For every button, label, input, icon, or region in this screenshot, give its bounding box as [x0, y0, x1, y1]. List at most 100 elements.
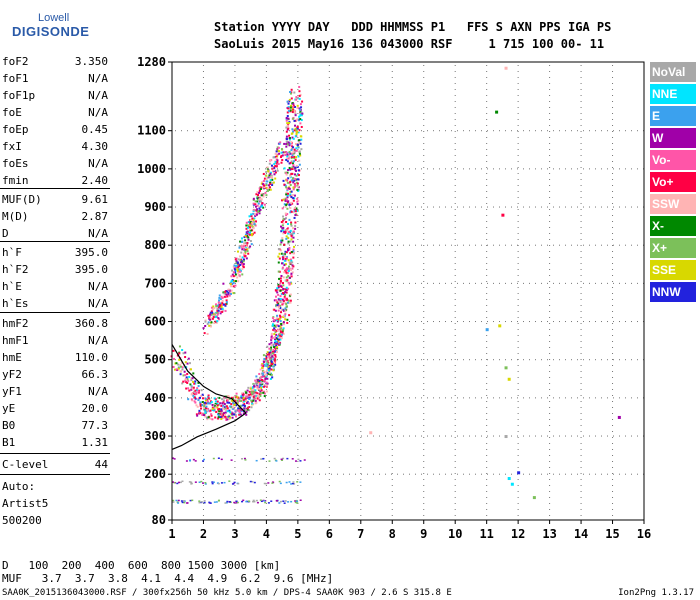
grid-dot — [423, 473, 425, 474]
grid-dot — [517, 149, 519, 150]
echo-point — [249, 386, 252, 389]
grid-dot — [612, 473, 614, 474]
echo-point — [223, 303, 226, 306]
echo-point — [292, 152, 295, 155]
grid-dot — [595, 397, 596, 399]
echo-point — [290, 156, 293, 159]
grid-dot — [549, 65, 551, 66]
echo-point — [238, 398, 241, 401]
grid-dot — [454, 503, 456, 504]
echo-point — [298, 97, 301, 100]
grid-dot — [439, 359, 440, 361]
echo-point — [276, 159, 279, 162]
grid-dot — [205, 168, 206, 170]
grid-dot — [637, 282, 638, 284]
grid-dot — [234, 305, 236, 306]
echo-point — [235, 392, 238, 395]
grid-dot — [423, 161, 425, 162]
grid-dot — [475, 397, 476, 399]
echo-point — [284, 263, 287, 266]
grid-dot — [403, 473, 404, 475]
echo-point — [219, 410, 222, 413]
echo-point — [175, 368, 178, 371]
echo-point — [285, 302, 288, 305]
echo-point — [226, 295, 229, 298]
echo-point — [292, 197, 295, 200]
echo-point — [207, 321, 210, 324]
grid-dot — [454, 161, 456, 162]
echo-point — [269, 361, 272, 364]
echo-point — [270, 334, 273, 337]
echo-point — [256, 204, 259, 207]
grid-dot — [202, 515, 204, 516]
grid-dot — [547, 130, 548, 132]
echo-point — [221, 296, 224, 299]
echo-point — [242, 266, 245, 269]
grid-dot — [391, 257, 393, 258]
grid-dot — [202, 491, 204, 492]
grid-dot — [423, 143, 425, 144]
param-value: 3.350 — [74, 55, 108, 68]
echo-point — [280, 324, 283, 327]
legend-item-nne: NNE — [650, 84, 696, 104]
echo-point — [251, 480, 254, 483]
echo-point — [287, 106, 290, 109]
echo-point — [286, 201, 289, 204]
grid-dot — [301, 168, 302, 170]
grid-dot — [202, 269, 204, 270]
echo-point — [293, 105, 296, 108]
echo-point — [299, 93, 302, 96]
echo-point — [251, 222, 254, 225]
echo-point — [245, 408, 248, 411]
echo-point — [288, 162, 291, 165]
grid-dot — [289, 397, 290, 399]
grid-dot — [517, 107, 519, 108]
grid-dot — [547, 435, 548, 437]
grid-dot — [193, 168, 194, 170]
grid-dot — [580, 473, 582, 474]
grid-dot — [234, 467, 236, 468]
grid-dot — [297, 473, 299, 474]
grid-dot — [445, 168, 446, 170]
echo-point — [247, 402, 250, 405]
grid-dot — [499, 168, 500, 170]
grid-dot — [265, 239, 267, 240]
grid-dot — [361, 321, 362, 323]
grid-dot — [307, 206, 308, 208]
grid-dot — [391, 359, 393, 360]
echo-point — [283, 167, 286, 170]
echo-point — [216, 311, 219, 314]
grid-dot — [549, 431, 551, 432]
grid-dot — [234, 101, 236, 102]
echo-point — [268, 188, 271, 191]
param-value: 360.8 — [74, 317, 108, 330]
grid-dot — [193, 359, 194, 361]
param-foe: foE N/A — [2, 106, 108, 120]
grid-dot — [223, 168, 224, 170]
grid-dot — [517, 203, 519, 204]
echo-point — [283, 291, 286, 294]
grid-dot — [202, 365, 204, 366]
grid-dot — [454, 65, 456, 66]
grid-dot — [202, 221, 204, 222]
grid-dot — [211, 282, 212, 284]
echo-point — [193, 382, 196, 385]
echo-point — [249, 223, 252, 226]
echo-point — [212, 312, 215, 315]
echo-point — [284, 291, 287, 294]
echo-point — [261, 193, 264, 196]
grid-dot — [202, 473, 204, 474]
grid-dot — [451, 435, 452, 437]
grid-dot — [612, 335, 614, 336]
echo-point — [189, 383, 192, 386]
echo-point — [182, 374, 185, 377]
grid-dot — [328, 467, 330, 468]
echo-point — [266, 369, 269, 372]
grid-dot — [343, 397, 344, 399]
grid-dot — [328, 83, 330, 84]
grid-dot — [234, 323, 236, 324]
echo-point — [208, 317, 211, 320]
grid-dot — [265, 287, 267, 288]
echo-point — [299, 154, 302, 157]
echo-point — [280, 225, 283, 228]
